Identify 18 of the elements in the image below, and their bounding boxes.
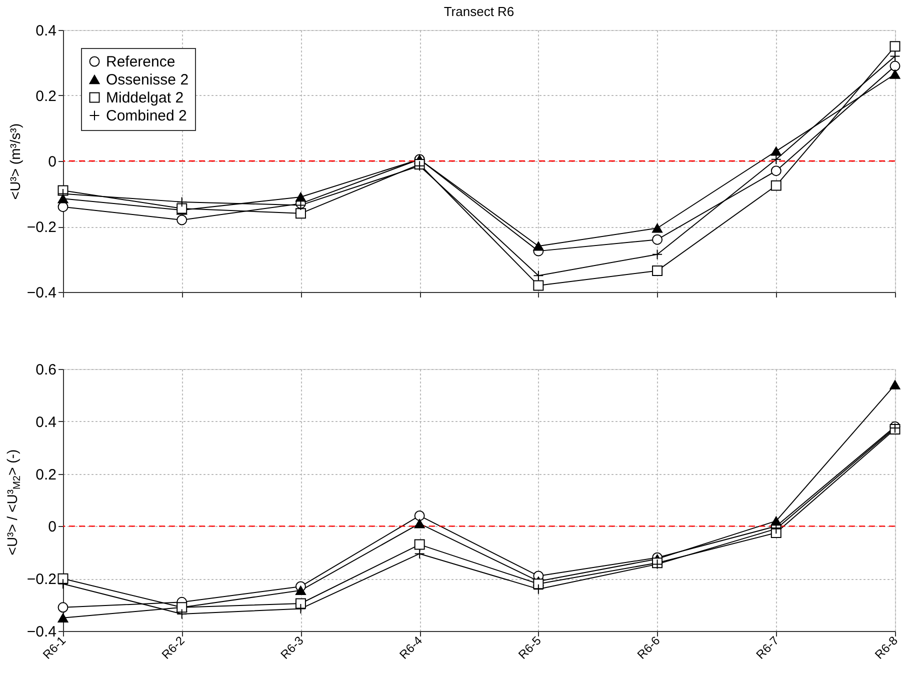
y-axis-title: <U³> / <U³M2> (-) <box>4 449 23 556</box>
legend-label: Middelgat 2 <box>106 90 184 106</box>
legend-label: Ossenisse 2 <box>106 72 189 88</box>
y-tick-label: 0.4 <box>36 22 56 40</box>
y-tick-label: −0.2 <box>26 571 56 588</box>
y-tick-label: 0.2 <box>36 466 56 484</box>
chart-title: Transect R6 <box>444 4 514 19</box>
y-tick-label: −0.2 <box>26 219 56 236</box>
y-tick-label: 0 <box>48 518 56 536</box>
legend-label: Combined 2 <box>106 108 187 124</box>
y-tick-label: 0.6 <box>36 362 56 378</box>
y-tick-label: 0 <box>48 154 56 170</box>
y-axis-title: <U³> (m³/s³) <box>6 123 23 200</box>
y-tick-label: −0.4 <box>26 624 56 640</box>
y-tick-label: 0.2 <box>36 88 56 105</box>
y-tick-label: −0.4 <box>26 284 56 302</box>
y-tick-label: 0.4 <box>36 414 56 431</box>
legend-label: Reference <box>106 54 176 70</box>
